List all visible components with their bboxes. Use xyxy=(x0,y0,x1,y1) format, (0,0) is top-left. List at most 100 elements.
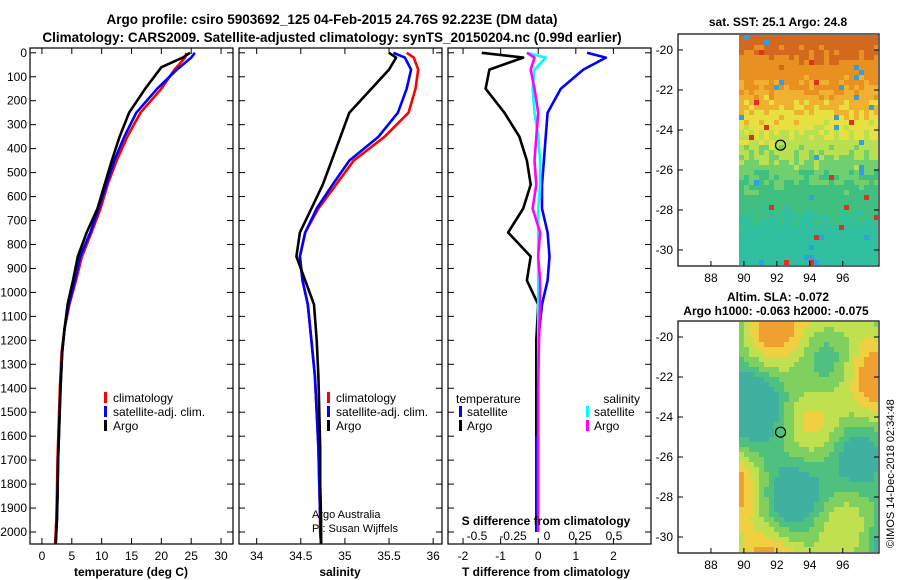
map-cell xyxy=(809,332,814,337)
map-cell xyxy=(789,432,794,437)
map-cell xyxy=(799,225,804,230)
map-cell xyxy=(829,95,834,100)
map-cell xyxy=(819,135,824,140)
map-cell xyxy=(854,160,859,165)
map-cell xyxy=(769,332,774,337)
map-cell xyxy=(839,397,844,402)
map-cell xyxy=(834,140,839,145)
map-cell xyxy=(799,120,804,125)
map-cell xyxy=(789,332,794,337)
map-cell xyxy=(824,165,829,170)
map-cell xyxy=(749,155,754,160)
map-cell xyxy=(794,245,799,250)
map-cell xyxy=(829,372,834,377)
map-cell xyxy=(759,507,764,512)
map-cell xyxy=(799,195,804,200)
map-cell xyxy=(774,105,779,110)
map-cell xyxy=(749,402,754,407)
legend-swatch-climatology xyxy=(327,392,330,403)
map-cell xyxy=(849,100,854,105)
map-cell xyxy=(749,135,754,140)
map-cell xyxy=(809,337,814,342)
map-cell xyxy=(839,250,844,255)
map-cell xyxy=(799,327,804,332)
map-cell xyxy=(789,357,794,362)
map-cell xyxy=(819,367,824,372)
map-cell xyxy=(849,35,854,40)
map-cell xyxy=(754,90,759,95)
map-cell xyxy=(764,437,769,442)
map-cell xyxy=(869,487,874,492)
map-cell xyxy=(759,357,764,362)
map-cell xyxy=(809,210,814,215)
map-cell xyxy=(869,507,874,512)
legend-swatch-sal-satellite xyxy=(586,406,589,417)
map-cell xyxy=(844,407,849,412)
map-cell xyxy=(814,195,819,200)
map-cell xyxy=(749,327,754,332)
map-cell xyxy=(874,387,878,392)
map-cell xyxy=(864,95,869,100)
map-cell xyxy=(819,432,824,437)
map-cell xyxy=(759,140,764,145)
map-cell xyxy=(804,472,809,477)
map-cell xyxy=(829,352,834,357)
map-cell xyxy=(809,260,814,265)
map-cell xyxy=(859,537,864,542)
map-cell xyxy=(829,190,834,195)
map-cell xyxy=(814,40,819,45)
map-cell xyxy=(749,50,754,55)
map-cell xyxy=(849,352,854,357)
map-cell xyxy=(784,372,789,377)
map-cell xyxy=(824,155,829,160)
map-cell xyxy=(864,195,869,200)
map-cell xyxy=(744,492,749,497)
map-cell xyxy=(829,382,834,387)
map-cell xyxy=(749,512,754,517)
map-cell xyxy=(864,347,869,352)
map-cell xyxy=(769,40,774,45)
map-cell xyxy=(844,502,849,507)
map-cell xyxy=(749,522,754,527)
map-cell xyxy=(844,442,849,447)
map-cell xyxy=(774,542,779,547)
legend-swatch-satellite xyxy=(327,406,330,417)
map-cell xyxy=(784,165,789,170)
map-cell xyxy=(774,327,779,332)
map-cell xyxy=(809,130,814,135)
map-cell xyxy=(799,407,804,412)
map-cell xyxy=(809,432,814,437)
temperature-series xyxy=(53,51,196,545)
map-cell xyxy=(779,195,784,200)
map-cell xyxy=(849,50,854,55)
map-cell xyxy=(869,70,874,75)
map-cell xyxy=(854,45,859,50)
map-cell xyxy=(844,457,849,462)
map-cell xyxy=(869,457,874,462)
map-cell xyxy=(859,442,864,447)
map-cell xyxy=(834,497,839,502)
map-cell xyxy=(799,362,804,367)
map-cell xyxy=(829,482,834,487)
map-cell xyxy=(814,547,819,552)
map-cell xyxy=(854,467,859,472)
map-cell xyxy=(874,160,878,165)
map-cell xyxy=(744,477,749,482)
map-cell xyxy=(834,60,839,65)
map-cell xyxy=(874,322,878,327)
map-cell xyxy=(864,337,869,342)
map-cell xyxy=(864,250,869,255)
map-cell xyxy=(824,487,829,492)
map-cell xyxy=(829,255,834,260)
map-cell xyxy=(829,105,834,110)
map-cell xyxy=(834,442,839,447)
map-cell xyxy=(874,190,878,195)
map-cell xyxy=(799,220,804,225)
map-cell xyxy=(774,422,779,427)
map-cell xyxy=(859,100,864,105)
map-cell xyxy=(764,45,769,50)
map-cell xyxy=(799,65,804,70)
map-cell xyxy=(774,170,779,175)
map-cell xyxy=(784,487,789,492)
difference-xlabel: T difference from climatology xyxy=(462,565,630,579)
